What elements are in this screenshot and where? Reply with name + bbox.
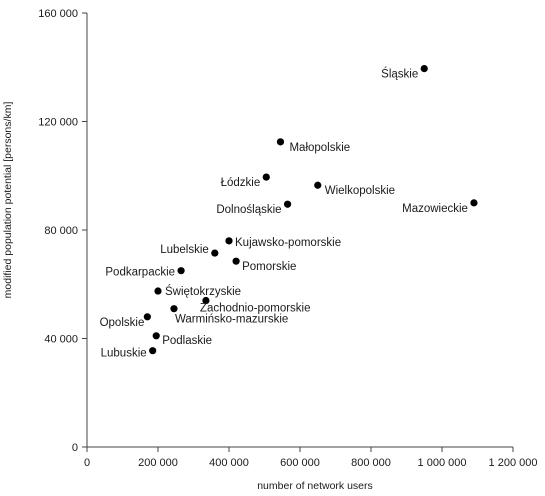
y-tick-label: 160 000 [38,8,78,20]
data-point [177,267,185,275]
data-point [202,296,210,305]
data-point [262,173,270,181]
data-point [154,287,162,295]
x-tick-label: 200 000 [138,457,178,469]
y-tick-label: 40 000 [44,334,78,346]
point-label: Mazowieckie [402,203,468,215]
point-label: Śląskie [381,68,418,81]
point-label: Wielkopolskie [325,185,395,197]
point-label: Warmińsko-mazurskie [175,314,288,326]
point-label: Dolnośląskie [216,204,281,216]
y-tick-label: 0 [72,442,78,454]
data-point [170,305,178,313]
data-point [420,65,428,73]
x-tick-label: 0 [84,457,90,469]
x-axis-title: number of network users [257,480,373,491]
ticks: 0 200 000 400 000 600 000 800 000 1 000 000 1 … [38,8,537,469]
axes [86,13,513,448]
point-label: Opolskie [100,317,145,329]
point-label: Lubuskie [101,348,147,360]
data-point [314,181,322,189]
data-point [276,138,285,146]
point-label: Lubelskie [160,244,209,256]
data-point [211,249,219,257]
data-point [283,200,292,208]
data-point [143,313,151,321]
data-point [470,199,478,207]
data-point [152,332,160,340]
point-label: Podkarpackie [105,267,175,279]
x-tick-label: 1 200 000 [489,457,538,469]
data-point [232,257,240,265]
y-axis-title: modified population potential [persons/k… [2,102,14,299]
point-label: Łódzkie [221,177,261,189]
point-label: Zachodnio-pomorskie [200,303,311,315]
point-label: Pomorskie [242,261,296,273]
data-point [225,237,233,245]
point-label: Świętokrzyskie [165,285,241,298]
x-tick-label: 800 000 [351,457,391,469]
x-tick-label: 400 000 [209,457,249,469]
y-tick-label: 80 000 [44,225,78,237]
data-points [143,65,478,355]
y-tick-label: 120 000 [38,117,78,129]
x-tick-label: 1 000 000 [418,457,467,469]
point-label: Kujawsko-pomorskie [235,237,341,249]
point-label: Małopolskie [289,142,350,154]
data-point [149,347,157,355]
point-label: Podlaskie [162,335,212,347]
x-tick-label: 600 000 [280,457,320,469]
point-labels: Śląskie Małopolskie Łódzkie Wielkopolskie Do… [100,68,468,360]
